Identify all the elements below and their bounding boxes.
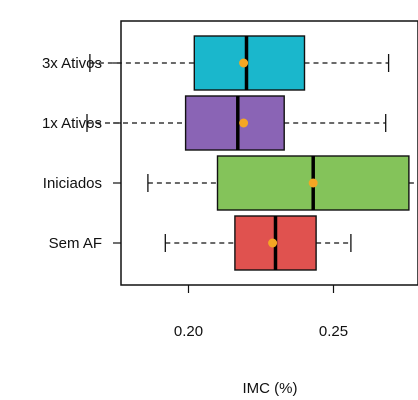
y-tick-label: Iniciados (43, 175, 102, 192)
x-axis-ticks (187, 285, 335, 293)
x-tick-label: 0.20 (174, 323, 203, 340)
boxes-group (86, 35, 418, 271)
mean-marker (268, 238, 278, 248)
mean-marker (308, 178, 318, 188)
box-iniciados (147, 155, 418, 211)
mean-marker (239, 58, 249, 68)
x-axis-tick-labels: 0.200.250.30 (174, 323, 348, 340)
plot-frame (120, 20, 418, 286)
y-axis-ticks (113, 62, 121, 244)
box-sem-af (164, 215, 352, 271)
x-axis-title: IMC (%) (243, 380, 298, 397)
y-axis-tick-labels: Sem AF Iniciados 1x Ativos 3x Ativos (42, 55, 102, 252)
x-tick-label: 0.25 (319, 323, 348, 340)
y-tick-label: Sem AF (49, 235, 102, 252)
y-tick-label: 1x Ativos (42, 115, 102, 132)
box-iqr (193, 35, 306, 91)
box-1x-ativos (86, 95, 387, 151)
box-3x-ativos (89, 35, 390, 91)
y-tick-label: 3x Ativos (42, 55, 102, 72)
box-iqr (184, 95, 285, 151)
mean-marker (239, 118, 249, 128)
